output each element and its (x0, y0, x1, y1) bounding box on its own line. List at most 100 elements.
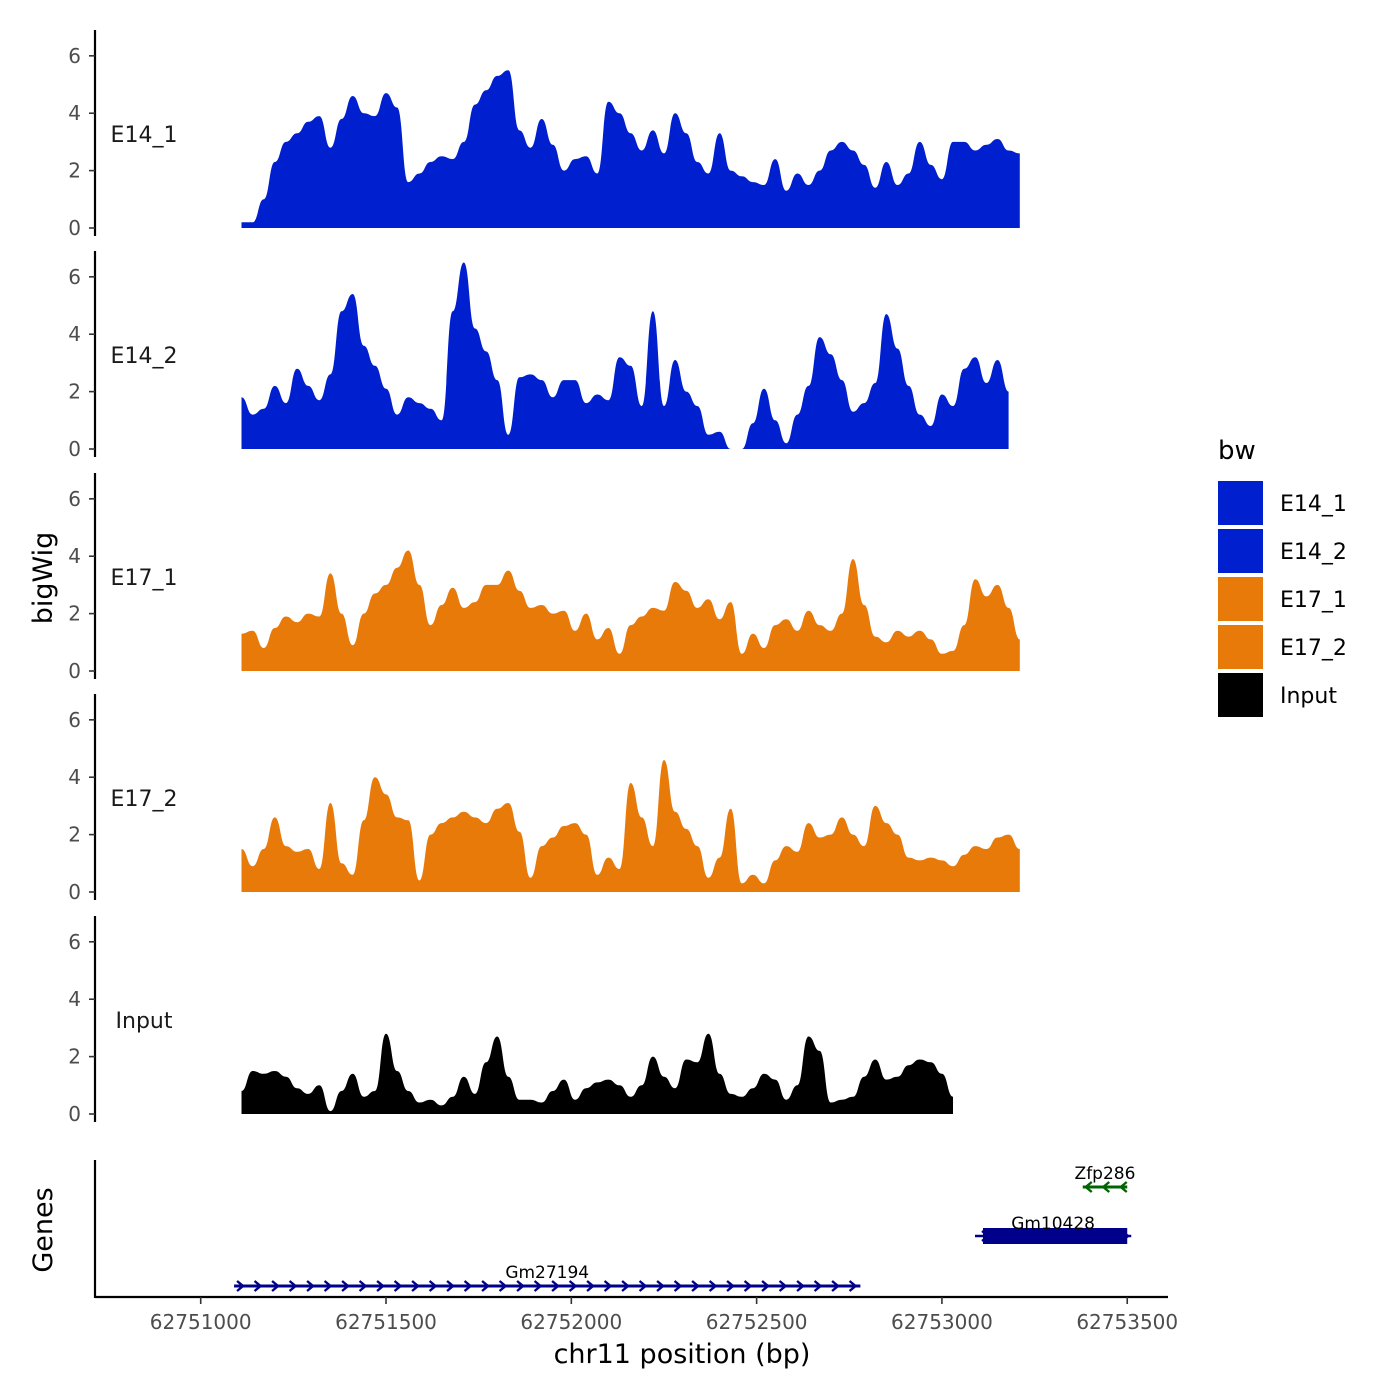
y-tick-label: 4 (68, 101, 81, 125)
y-tick-label: 2 (68, 602, 81, 626)
y-tick-label: 4 (68, 765, 81, 789)
strand-chevron (516, 1280, 525, 1292)
strand-chevron (656, 1280, 665, 1292)
legend-label: E14_2 (1280, 540, 1347, 565)
track-panel-e17-1: 0 2 4 6 E17_1 (68, 473, 1020, 683)
strand-chevron (446, 1280, 455, 1292)
strand-chevron (1068, 1230, 1078, 1242)
track-panel-input: 0 2 4 6 Input (68, 916, 953, 1126)
strand-chevron (568, 1280, 578, 1292)
y-tick-label: 4 (68, 987, 81, 1011)
y-tick-label: 4 (68, 544, 81, 568)
track-panel-e14-2: 0 2 4 6 E14_2 (68, 251, 1009, 461)
coverage-area (241, 760, 1020, 892)
tracks-layer: 0 2 4 6 E14_1 0 2 4 6 E14_2 0 2 4 6 E17_1 0 2 4 6 E17_2 0 2 4 6… (68, 30, 1020, 1126)
x-tick-label: 62753000 (891, 1310, 993, 1334)
gene-label: Gm10428 (1011, 1214, 1095, 1234)
strand-chevron (376, 1280, 385, 1292)
x-tick-label: 62752000 (520, 1310, 622, 1334)
x-tick-label: 62753500 (1076, 1310, 1178, 1334)
y-tick-label: 2 (68, 159, 81, 183)
x-tick-label: 62751500 (335, 1310, 437, 1334)
track-label: Input (116, 1009, 173, 1034)
legend-swatch (1218, 577, 1263, 621)
y-tick-label: 0 (68, 216, 81, 240)
strand-chevron (236, 1280, 245, 1292)
y-tick-label: 2 (68, 380, 81, 404)
legend-label: E14_1 (1280, 492, 1347, 517)
track-label: E17_1 (111, 566, 178, 591)
legend-label: Input (1280, 684, 1337, 709)
coverage-area (241, 70, 1020, 228)
legend-swatch (1218, 529, 1263, 573)
strand-chevron (981, 1230, 990, 1242)
gene-gm27194: Gm27194 (234, 1263, 861, 1292)
coverage-area (241, 1033, 953, 1114)
strand-chevron (603, 1280, 613, 1292)
strand-chevron (393, 1280, 403, 1292)
y-tick-label: 0 (68, 659, 81, 683)
x-axis: 62751000 62751500 62752000 62752500 62753000… (95, 1295, 1178, 1334)
track-label: E14_1 (111, 123, 178, 148)
legend-swatch (1218, 673, 1263, 717)
legend-swatch (1218, 481, 1263, 525)
strand-chevron (831, 1280, 840, 1292)
y-tick-label: 2 (68, 823, 81, 847)
strand-chevron (778, 1280, 788, 1292)
strand-chevron (358, 1280, 368, 1292)
strand-chevron (673, 1280, 683, 1292)
strand-chevron (813, 1280, 823, 1292)
gene-zfp286: Zfp286 (1075, 1164, 1136, 1193)
strand-chevron (998, 1230, 1008, 1242)
legend-label: E17_2 (1280, 636, 1347, 661)
x-tick-label: 62752500 (706, 1310, 808, 1334)
track-panel-e14-1: 0 2 4 6 E14_1 (68, 30, 1020, 240)
y-tick-label: 0 (68, 880, 81, 904)
x-tick-label: 62751000 (150, 1310, 252, 1334)
strand-chevron (463, 1280, 473, 1292)
strand-chevron (621, 1280, 630, 1292)
strand-chevron (253, 1280, 263, 1292)
strand-chevron (638, 1280, 648, 1292)
strand-chevron (411, 1280, 420, 1292)
strand-chevron (428, 1280, 438, 1292)
strand-chevron (743, 1280, 753, 1292)
strand-chevron (848, 1280, 858, 1292)
strand-chevron (481, 1280, 490, 1292)
y-tick-label: 2 (68, 1045, 81, 1069)
track-label: E17_2 (111, 787, 178, 812)
strand-chevron (691, 1280, 700, 1292)
coverage-area (241, 550, 1020, 671)
y-tick-label: 0 (68, 1102, 81, 1126)
track-label: E14_2 (111, 344, 178, 369)
strand-chevron (306, 1280, 315, 1292)
y-tick-label: 4 (68, 322, 81, 346)
strand-chevron (533, 1280, 543, 1292)
legend: bw E14_1 E14_2 E17_1 E17_2 Input (1218, 436, 1347, 717)
strand-chevron (708, 1280, 718, 1292)
y-tick-label: 6 (68, 708, 81, 732)
strand-chevron (796, 1280, 805, 1292)
strand-chevron (761, 1280, 770, 1292)
y-tick-label: 6 (68, 930, 81, 954)
y-tick-label: 6 (68, 265, 81, 289)
y-tick-label: 6 (68, 44, 81, 68)
y-tick-label: 6 (68, 487, 81, 511)
gene-gm10428: Gm10428 (974, 1214, 1132, 1244)
strand-chevron (1086, 1230, 1095, 1242)
strand-chevron (271, 1280, 280, 1292)
strand-chevron (288, 1280, 298, 1292)
strand-chevron (1033, 1230, 1043, 1242)
gene-label: Gm27194 (505, 1263, 589, 1283)
strand-chevron (498, 1280, 508, 1292)
strand-chevron (1051, 1230, 1060, 1242)
x-axis-title: chr11 position (bp) (554, 1339, 811, 1370)
strand-chevron (1118, 1181, 1128, 1193)
legend-label: E17_1 (1280, 588, 1347, 613)
strand-chevron (1016, 1230, 1025, 1242)
gene-label: Zfp286 (1075, 1164, 1136, 1184)
legend-swatch (1218, 625, 1263, 669)
legend-title: bw (1218, 436, 1256, 466)
strand-chevron (1121, 1230, 1130, 1242)
